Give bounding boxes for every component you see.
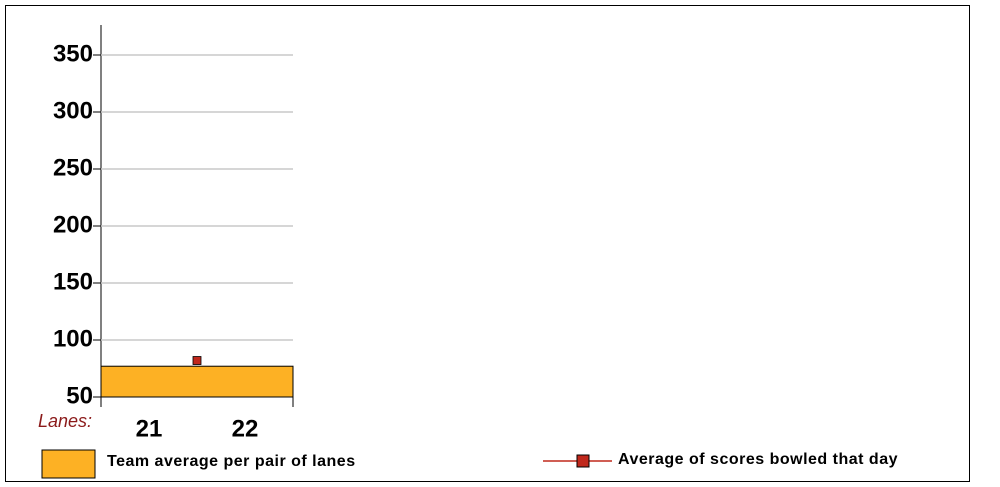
x-tick-label: 22: [232, 415, 259, 442]
y-tick-label: 200: [53, 211, 93, 238]
legend-label: Team average per pair of lanes: [107, 453, 356, 470]
legend-marker: [576, 454, 590, 468]
y-tick-label: 150: [53, 268, 93, 295]
y-tick-label: 350: [53, 40, 93, 67]
chart-frame: [5, 5, 970, 482]
legend-swatch: [41, 449, 96, 479]
legend-label: Average of scores bowled that day: [618, 451, 898, 468]
x-axis-label: Lanes:: [38, 411, 92, 431]
y-tick-label: 250: [53, 154, 93, 181]
y-tick-label: 100: [53, 325, 93, 352]
y-tick-label: 300: [53, 97, 93, 124]
x-tick-label: 21: [136, 415, 163, 442]
bar: [100, 365, 294, 398]
y-tick-label: 50: [66, 382, 93, 409]
marker: [192, 356, 202, 365]
